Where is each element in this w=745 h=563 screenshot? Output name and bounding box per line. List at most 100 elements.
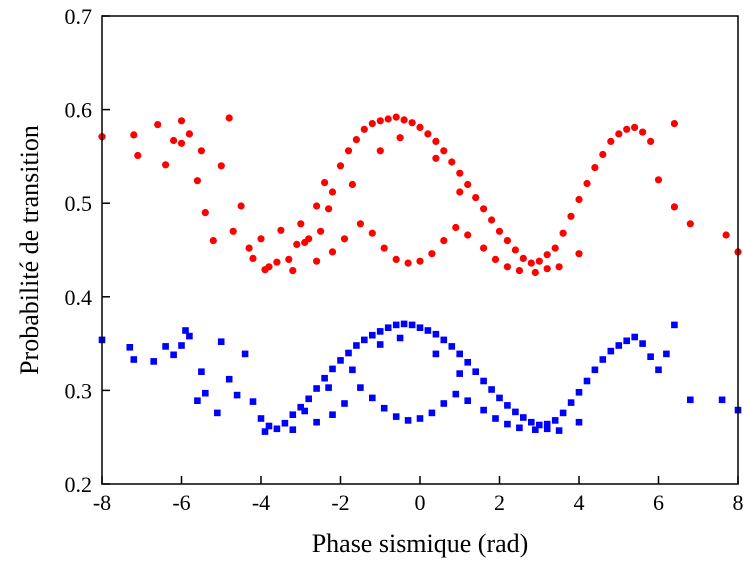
series-2-point-79: [416, 415, 424, 422]
series-1-point-102: [348, 180, 356, 189]
series-1-point-46: [456, 169, 464, 177]
series-1-point-33: [352, 136, 360, 144]
series-2-point-25: [313, 385, 320, 392]
series-2-point-58: [575, 389, 583, 396]
series-1-point-81: [404, 259, 412, 267]
series-1-point-105: [555, 263, 563, 271]
series-2-point-98: [456, 370, 463, 377]
x-tick-label: -8: [93, 490, 111, 515]
series-2-point-16: [241, 350, 249, 358]
series-2-point-3: [150, 358, 157, 365]
series-1-point-6: [177, 117, 186, 125]
series-1-point-97: [261, 266, 269, 274]
series-1-point-68: [631, 123, 639, 131]
series-2-point-63: [615, 342, 623, 349]
series-1-point-96: [289, 267, 297, 275]
series-1-point-2: [134, 151, 142, 160]
series-1-point-101: [456, 188, 464, 196]
series-2-point-34: [384, 324, 392, 331]
series-1-point-5: [170, 136, 178, 145]
series-2-point-19: [265, 422, 273, 430]
series-1-point-104: [301, 238, 309, 247]
series-2-point-96: [396, 334, 404, 342]
series-2-point-88: [532, 426, 539, 433]
series-1-point-36: [376, 117, 384, 125]
series-1-point-15: [229, 227, 237, 235]
series-2-point-92: [341, 400, 348, 407]
ticks-layer: -8 -6 -4 -2 0 2 4 6 8 0.2 0.3 0.4 0.5 0.6 0.7: [65, 4, 744, 515]
series-2-point-86: [504, 420, 511, 428]
series-1-point-71: [654, 176, 663, 184]
series-1-point-29: [321, 179, 329, 187]
series-2-point-15: [233, 391, 241, 399]
series-2-point-89: [543, 425, 551, 433]
series-1-point-75: [722, 231, 730, 239]
series-2-point-41: [440, 336, 448, 344]
series-1-point-106: [575, 250, 583, 258]
series-2-point-65: [631, 333, 638, 341]
series-1-point-88: [491, 255, 500, 263]
series-1-point-3: [154, 121, 162, 129]
series-1-point-61: [575, 195, 583, 204]
x-tick-label: 4: [574, 490, 585, 515]
series-1-point-62: [583, 179, 591, 188]
series-2-point-24: [305, 395, 312, 403]
series-1-point-99: [396, 134, 404, 142]
series-2-point-31: [361, 336, 368, 344]
series-1-point-103: [325, 205, 333, 213]
series-1-point-8: [185, 130, 193, 138]
series-1-point-1: [130, 131, 138, 139]
series-1-point-53: [511, 246, 519, 254]
series-2-point-54: [543, 420, 551, 428]
series-2-point-43: [456, 350, 463, 358]
series-1-point-55: [527, 259, 535, 267]
series-2-point-39: [424, 327, 432, 334]
series-1-point-10: [197, 147, 205, 155]
series-2-point-44: [464, 359, 471, 366]
series-2-point-27: [329, 365, 336, 373]
series-2-point-83: [464, 397, 471, 404]
series-1-point-91: [531, 268, 539, 277]
x-tick-label: 0: [415, 490, 426, 515]
y-tick-label: 0.4: [65, 285, 93, 310]
series-2-point-93: [289, 426, 297, 433]
series-1-point-41: [416, 123, 424, 131]
series-1-point-86: [464, 231, 472, 239]
series-2-point-37: [408, 321, 416, 329]
series-2-point-36: [400, 320, 408, 328]
x-axis-label: Phase sismique (rad): [312, 529, 529, 558]
y-tick-label: 0.5: [65, 191, 93, 216]
series-1-point-85: [452, 223, 460, 232]
x-tick-label: 6: [653, 490, 664, 515]
series-1-point-64: [599, 150, 607, 159]
series-2-point-56: [559, 409, 567, 417]
series-2-point-97: [432, 350, 440, 358]
series-1-point-89: [503, 263, 511, 271]
series-1-point-47: [464, 180, 472, 189]
series-2-point-4: [162, 343, 169, 350]
y-tick-label: 0.3: [65, 378, 93, 403]
series-1-point-56: [535, 257, 543, 265]
series-2-point-102: [555, 427, 563, 434]
series-2-point-11: [202, 389, 209, 397]
series-2-point-1: [126, 344, 134, 351]
series-1-point-7: [177, 139, 186, 147]
series-1-point-13: [217, 162, 225, 170]
series-1-point-98: [376, 147, 384, 155]
series-1-point-11: [201, 209, 209, 217]
series-1-point-87: [480, 244, 488, 252]
series-2-point-99: [349, 366, 356, 374]
series-2-point-100: [325, 384, 332, 391]
y-tick-label: 0.2: [65, 472, 93, 497]
series-2-point-95: [376, 341, 384, 348]
x-tick-label: -6: [172, 490, 190, 515]
series-1-point-42: [424, 130, 432, 138]
plot-frame: [101, 15, 739, 485]
series-1-point-48: [472, 194, 480, 202]
series-1-point-70: [647, 137, 655, 145]
series-1-point-51: [495, 227, 504, 235]
series-2-point-8: [186, 332, 193, 340]
series-1-point-49: [480, 205, 488, 213]
series-1-point-69: [639, 128, 647, 136]
